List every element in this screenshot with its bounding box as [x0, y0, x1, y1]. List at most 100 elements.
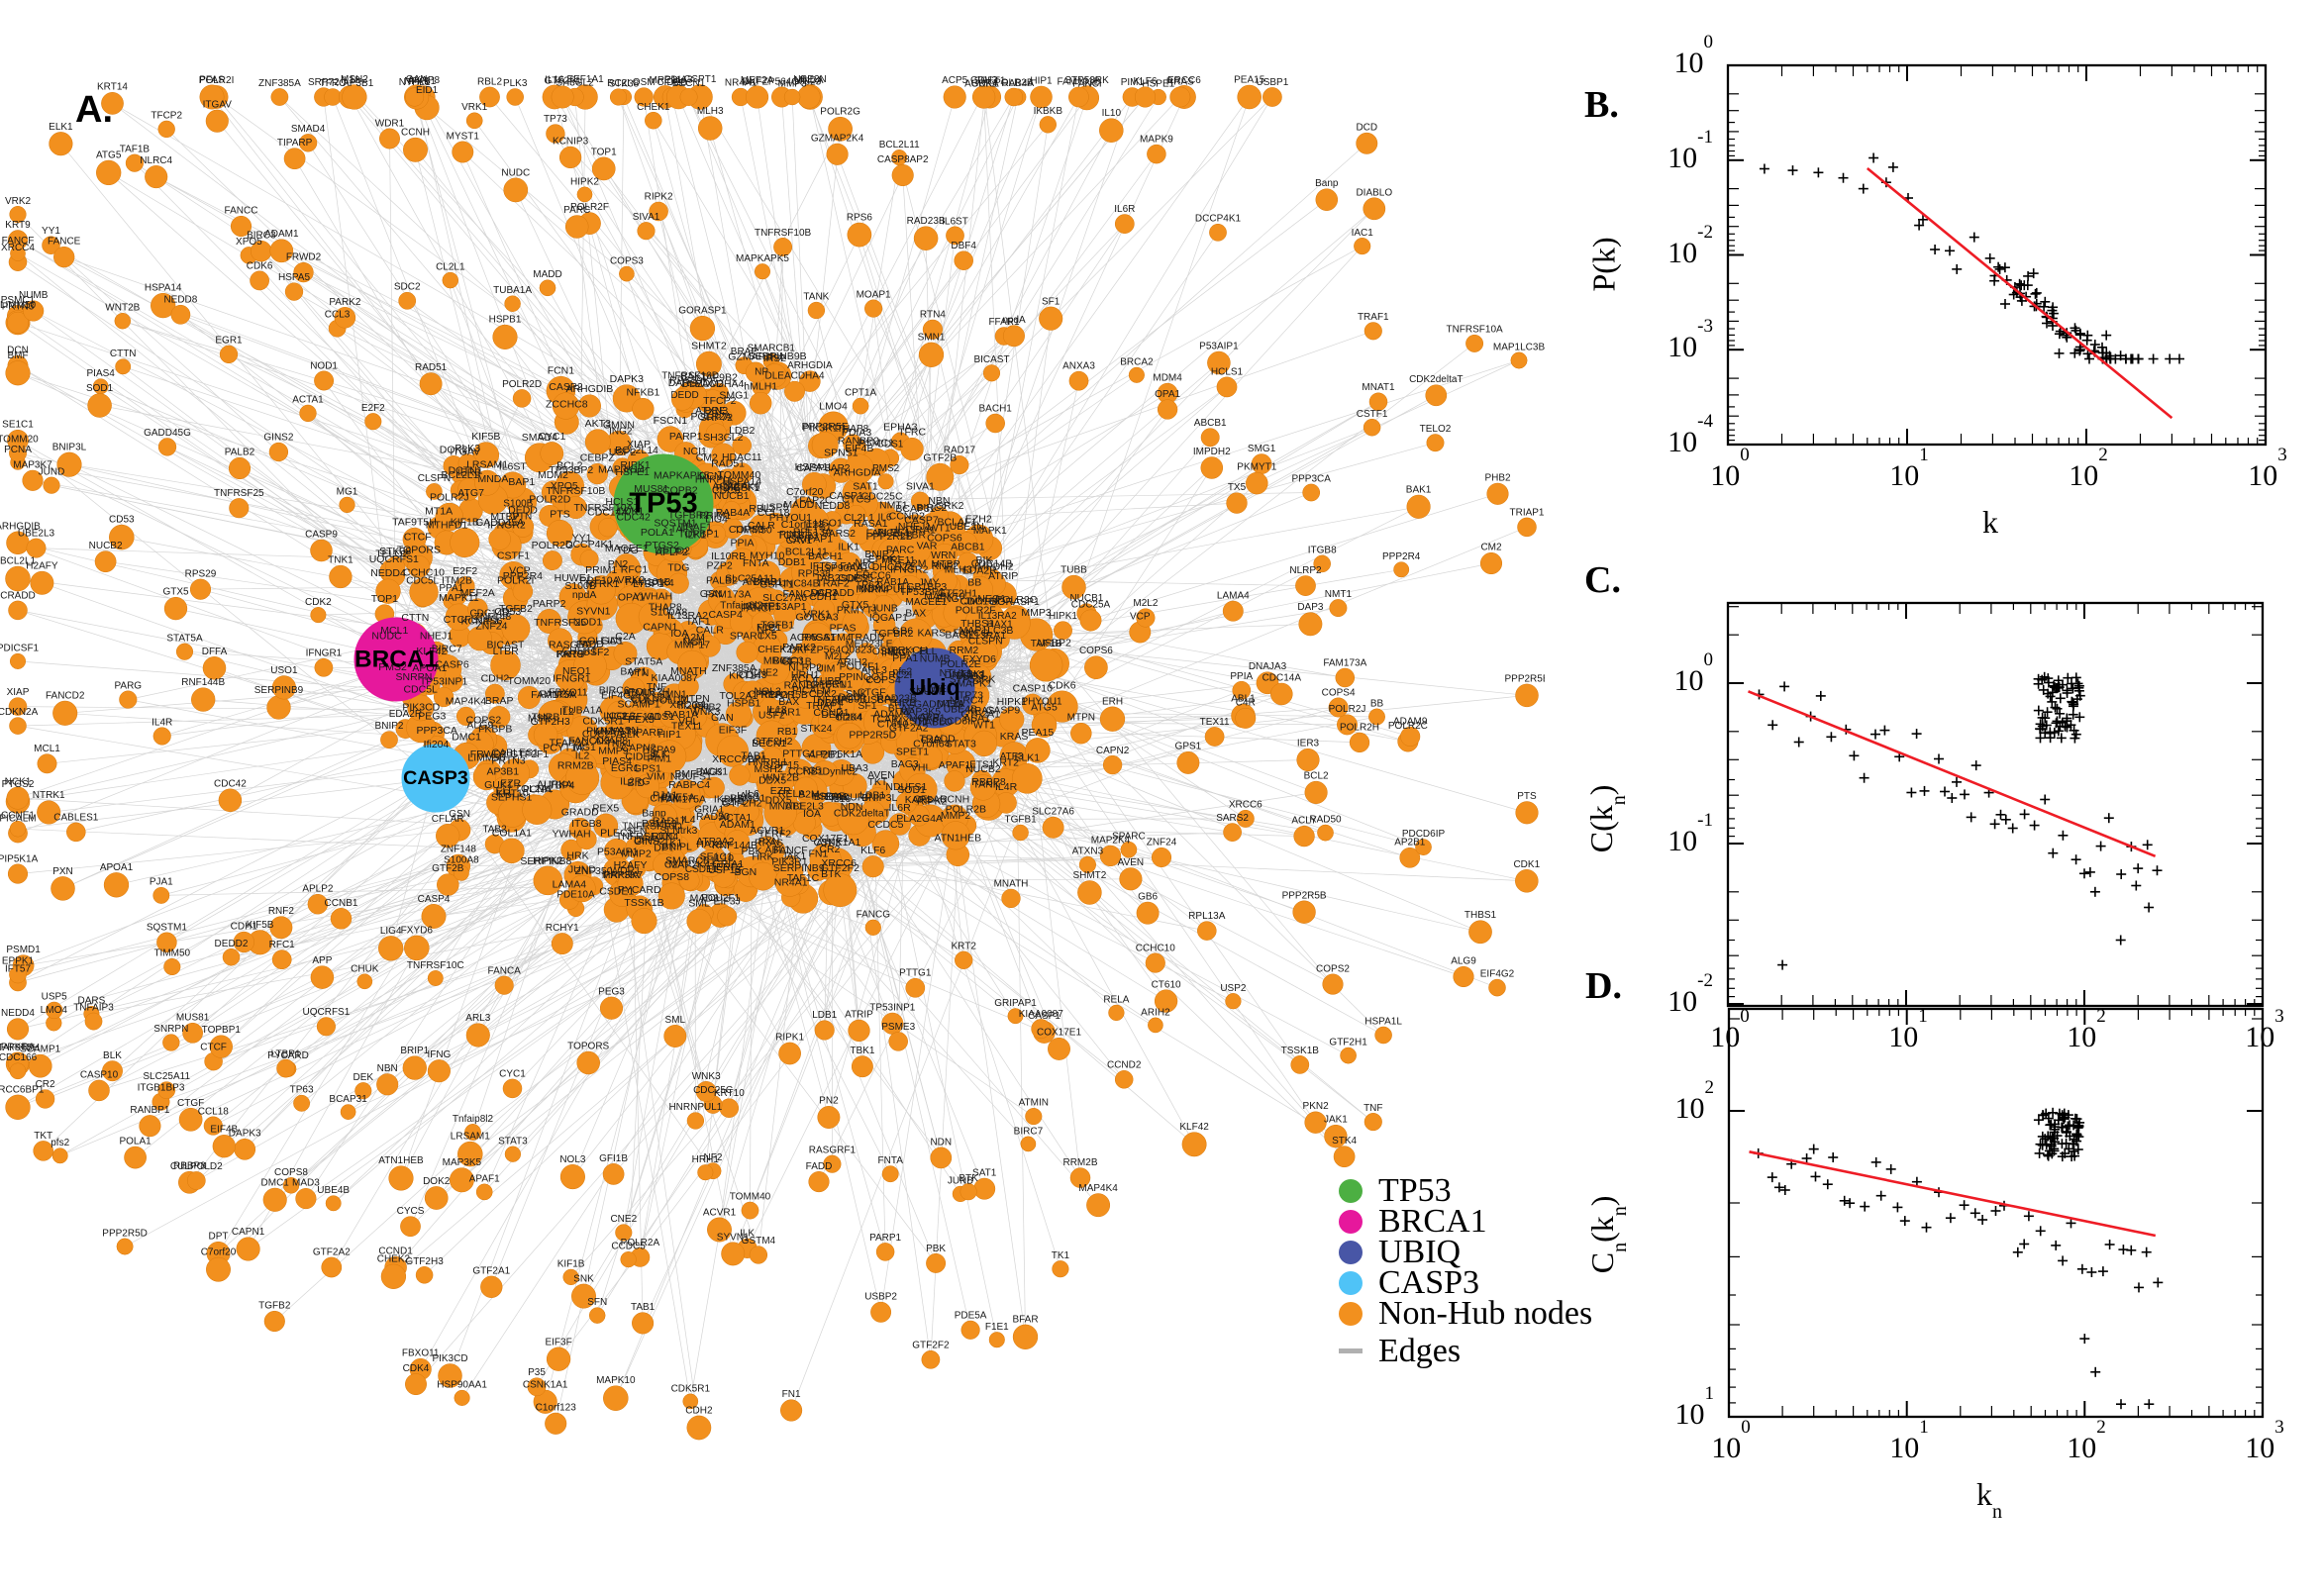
svg-text:CDH2: CDH2 — [481, 673, 510, 685]
svg-text:RIPK1: RIPK1 — [775, 1032, 804, 1043]
svg-text:FANCF: FANCF — [2, 236, 35, 247]
svg-text:TSSK1B: TSSK1B — [1281, 1046, 1320, 1056]
svg-text:RASGRF1: RASGRF1 — [809, 1145, 857, 1155]
svg-text:ATRIP: ATRIP — [845, 1010, 873, 1021]
svg-text:IFNG: IFNG — [427, 1049, 451, 1060]
svg-text:COX17E1: COX17E1 — [1037, 1028, 1081, 1039]
svg-text:UBE4B: UBE4B — [317, 1185, 350, 1196]
svg-text:NUMB: NUMB — [19, 290, 49, 301]
svg-text:BICAST: BICAST — [973, 354, 1009, 365]
svg-text:EPPK1: EPPK1 — [2, 955, 35, 966]
svg-text:FRWD2: FRWD2 — [286, 252, 322, 263]
svg-text:MAPKAPK5: MAPKAPK5 — [736, 253, 789, 264]
svg-text:XIAP: XIAP — [7, 687, 30, 698]
svg-text:PIP5K1A: PIP5K1A — [0, 853, 39, 864]
svg-text:CULPOLD2: CULPOLD2 — [170, 1161, 223, 1172]
svg-text:CDK2: CDK2 — [305, 597, 332, 608]
svg-text:CHEK1: CHEK1 — [637, 102, 670, 113]
svg-text:PN2: PN2 — [819, 1096, 839, 1107]
svg-text:THBS1: THBS1 — [1464, 910, 1497, 921]
svg-text:PSMD1: PSMD1 — [6, 945, 41, 955]
svg-text:KLF42: KLF42 — [1179, 1122, 1209, 1133]
svg-text:ELK1: ELK1 — [49, 122, 73, 133]
svg-text:PLK3: PLK3 — [503, 78, 528, 89]
svg-text:MG1: MG1 — [337, 486, 358, 497]
svg-text:TAB1: TAB1 — [631, 1302, 656, 1313]
svg-text:NEDD4: NEDD4 — [370, 567, 406, 579]
svg-text:SE1C1: SE1C1 — [2, 420, 34, 431]
svg-text:CYCS: CYCS — [397, 1206, 425, 1217]
svg-text:ATG5: ATG5 — [96, 150, 122, 161]
svg-text:UBA3: UBA3 — [841, 762, 868, 774]
svg-text:RTN4: RTN4 — [920, 310, 946, 321]
svg-text:SQSTM1: SQSTM1 — [147, 922, 188, 933]
svg-text:DPT: DPT — [209, 1232, 229, 1243]
svg-text:CCL18: CCL18 — [198, 1106, 230, 1117]
svg-text:DMC1: DMC1 — [261, 1178, 290, 1189]
svg-text:NBN: NBN — [377, 1063, 398, 1074]
svg-text:PKN2: PKN2 — [1303, 1101, 1330, 1112]
svg-text:RAD23B: RAD23B — [907, 216, 946, 227]
svg-text:ZNF385A: ZNF385A — [258, 78, 301, 89]
svg-text:RPL13A: RPL13A — [1188, 911, 1226, 922]
svg-text:NLRP2: NLRP2 — [1289, 565, 1322, 576]
svg-text:TNFRSF25: TNFRSF25 — [214, 488, 264, 499]
svg-text:EIF4B: EIF4B — [210, 1125, 238, 1136]
svg-text:RNF144B: RNF144B — [181, 677, 225, 688]
svg-text:Ifi204: Ifi204 — [424, 739, 450, 750]
svg-text:ATN1HEB: ATN1HEB — [378, 1155, 424, 1166]
svg-text:CDC42: CDC42 — [214, 778, 247, 789]
svg-text:E2F2: E2F2 — [361, 403, 385, 414]
svg-text:PPP2R4: PPP2R4 — [1382, 551, 1421, 562]
svg-text:ZCCHC8: ZCCHC8 — [546, 399, 588, 411]
svg-text:CDC25A: CDC25A — [1071, 599, 1111, 610]
svg-text:OSM: OSM — [633, 77, 656, 88]
svg-text:PARP2: PARP2 — [533, 598, 566, 610]
svg-text:TAF1B: TAF1B — [120, 144, 151, 154]
svg-text:SLC25A11: SLC25A11 — [143, 1071, 190, 1082]
svg-text:NDN: NDN — [930, 1137, 952, 1147]
svg-text:LTBP1: LTBP1 — [271, 1049, 301, 1060]
svg-text:ZNF24: ZNF24 — [1147, 838, 1177, 848]
svg-text:PPP2R5B: PPP2R5B — [1282, 890, 1327, 901]
svg-text:APLP2: APLP2 — [302, 884, 334, 895]
svg-text:BB: BB — [1370, 698, 1384, 709]
svg-text:PALB2: PALB2 — [225, 448, 255, 458]
svg-text:RBL2: RBL2 — [477, 76, 502, 87]
svg-text:CABLES1: CABLES1 — [53, 812, 98, 823]
svg-text:BIRC7: BIRC7 — [1014, 1126, 1044, 1137]
svg-text:RCHY1: RCHY1 — [546, 923, 579, 934]
svg-text:CPT1A: CPT1A — [845, 388, 877, 399]
svg-text:MAP4K4: MAP4K4 — [1078, 1183, 1118, 1194]
svg-text:GPS1: GPS1 — [1175, 742, 1202, 752]
svg-text:CSTF1: CSTF1 — [1357, 409, 1388, 420]
svg-text:STAT5A: STAT5A — [166, 633, 203, 644]
svg-text:IL10RB: IL10RB — [711, 550, 746, 562]
svg-text:GTF2A2: GTF2A2 — [313, 1247, 351, 1257]
svg-text:NLRC4: NLRC4 — [140, 155, 172, 166]
svg-text:FNTA: FNTA — [878, 1155, 904, 1166]
svg-text:CYC1: CYC1 — [499, 1069, 526, 1080]
svg-text:BRAP: BRAP — [485, 695, 514, 707]
svg-text:CTCF: CTCF — [200, 1043, 227, 1053]
svg-text:BNIP3L: BNIP3L — [52, 442, 87, 452]
svg-text:PFAS: PFAS — [199, 74, 225, 85]
svg-text:CDK2deltaT: CDK2deltaT — [1409, 374, 1463, 385]
svg-text:BAP1: BAP1 — [508, 476, 535, 488]
svg-text:WNT2B: WNT2B — [105, 303, 140, 314]
svg-text:HSPE1: HSPE1 — [615, 466, 650, 478]
svg-text:MAP3K5: MAP3K5 — [443, 1157, 482, 1168]
svg-text:TEX11: TEX11 — [1200, 717, 1230, 728]
svg-text:BMF: BMF — [7, 350, 28, 361]
svg-text:GTF2A1: GTF2A1 — [472, 1266, 510, 1277]
svg-text:TIPARP: TIPARP — [277, 138, 313, 149]
svg-text:CD53: CD53 — [109, 515, 135, 526]
svg-text:CTTN: CTTN — [110, 349, 137, 359]
svg-text:NMT1: NMT1 — [1325, 589, 1353, 600]
svg-text:CCDC5: CCDC5 — [611, 1242, 646, 1252]
svg-text:IL10: IL10 — [1102, 108, 1122, 119]
svg-text:ACVR1: ACVR1 — [703, 1207, 737, 1218]
svg-text:CSNK1A1: CSNK1A1 — [523, 1380, 568, 1391]
svg-text:GTF2H3: GTF2H3 — [405, 1256, 444, 1267]
svg-text:PDICSF1: PDICSF1 — [0, 644, 40, 654]
